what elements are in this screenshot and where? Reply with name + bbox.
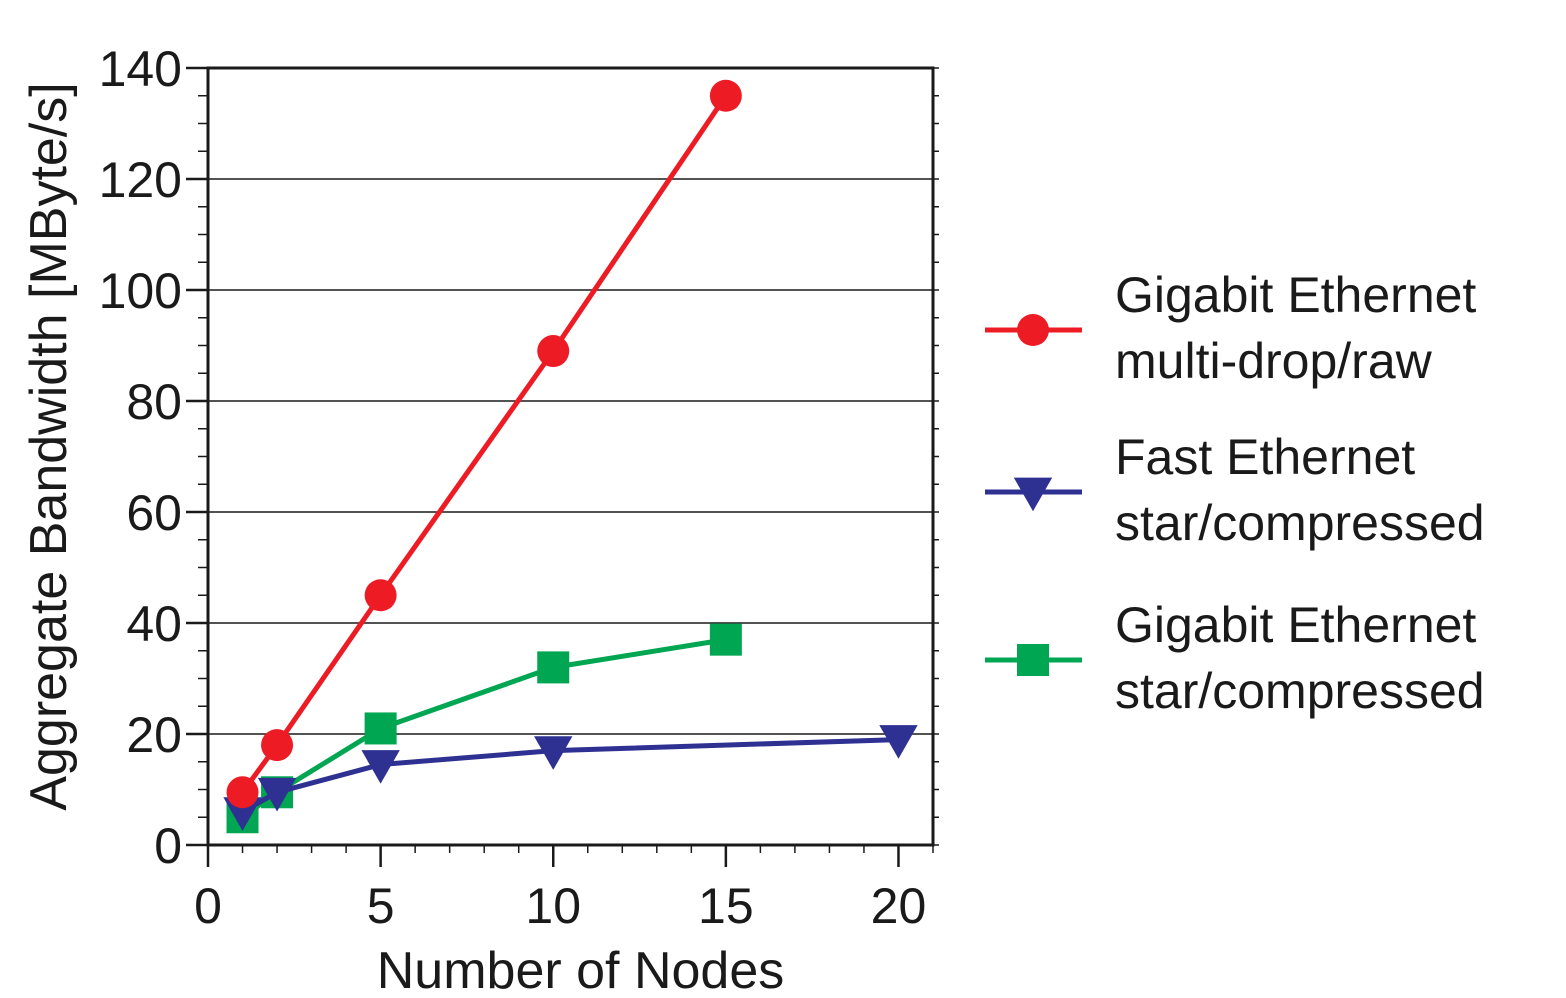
- legend-label: star/compressed: [1115, 663, 1485, 719]
- data-point-triangle: [534, 736, 573, 770]
- minor-ticks: [198, 67, 939, 853]
- series-0: [226, 79, 742, 809]
- y-axis-ticks: 0 20 40 60 80 100 120 140: [99, 41, 208, 874]
- series-line: [241, 637, 727, 820]
- x-tick-label: 15: [698, 878, 754, 934]
- legend-item: Gigabit Ethernet multi-drop/raw: [985, 267, 1476, 389]
- data-point-square: [537, 651, 570, 684]
- y-tick-label: 100: [99, 263, 182, 319]
- x-axis-ticks: 0 5 10 15 20: [194, 845, 926, 934]
- series-layer: [223, 79, 918, 834]
- data-point-circle: [537, 335, 570, 368]
- x-tick-label: 20: [871, 878, 927, 934]
- data-point-circle: [364, 579, 397, 612]
- x-axis-title: Number of Nodes: [377, 942, 785, 998]
- data-point-triangle: [879, 725, 918, 759]
- y-tick-label: 20: [126, 707, 182, 763]
- x-tick-label: 5: [367, 878, 395, 934]
- data-point-square: [364, 712, 397, 745]
- data-point-triangle: [1013, 477, 1053, 512]
- y-tick-label: 60: [126, 485, 182, 541]
- data-point-triangle: [223, 797, 262, 831]
- y-tick-label: 140: [99, 41, 182, 97]
- y-tick-label: 80: [126, 374, 182, 430]
- y-tick-label: 40: [126, 596, 182, 652]
- legend-label: multi-drop/raw: [1115, 333, 1433, 389]
- y-tick-label: 120: [99, 152, 182, 208]
- plot-area-frame: [206, 66, 935, 847]
- grid-lines: [208, 67, 933, 735]
- y-axis-title: Aggregate Bandwidth [MByte/s]: [20, 82, 78, 810]
- data-point-circle: [709, 79, 742, 112]
- legend-label: Gigabit Ethernet: [1115, 597, 1476, 653]
- x-tick-label: 10: [525, 878, 581, 934]
- legend-item: Gigabit Ethernet star/compressed: [985, 597, 1485, 719]
- data-point-square: [1017, 644, 1049, 676]
- series-line: [240, 94, 728, 794]
- legend-label: Gigabit Ethernet: [1115, 267, 1476, 323]
- data-point-circle: [226, 776, 259, 809]
- x-tick-label: 0: [194, 878, 222, 934]
- series-1: [223, 725, 918, 831]
- legend: Gigabit Ethernet multi-drop/raw Fast Ether…: [985, 267, 1485, 719]
- series-2: [226, 623, 742, 834]
- data-point-circle: [261, 729, 294, 762]
- data-point-triangle: [361, 750, 400, 784]
- data-point-triangle: [257, 777, 297, 812]
- legend-item: Fast Ethernet star/compressed: [985, 429, 1485, 551]
- legend-label: star/compressed: [1115, 495, 1485, 551]
- data-point-circle: [1017, 314, 1049, 346]
- y-tick-label: 0: [154, 818, 182, 874]
- legend-label: Fast Ethernet: [1115, 429, 1415, 485]
- data-point-square: [709, 623, 742, 656]
